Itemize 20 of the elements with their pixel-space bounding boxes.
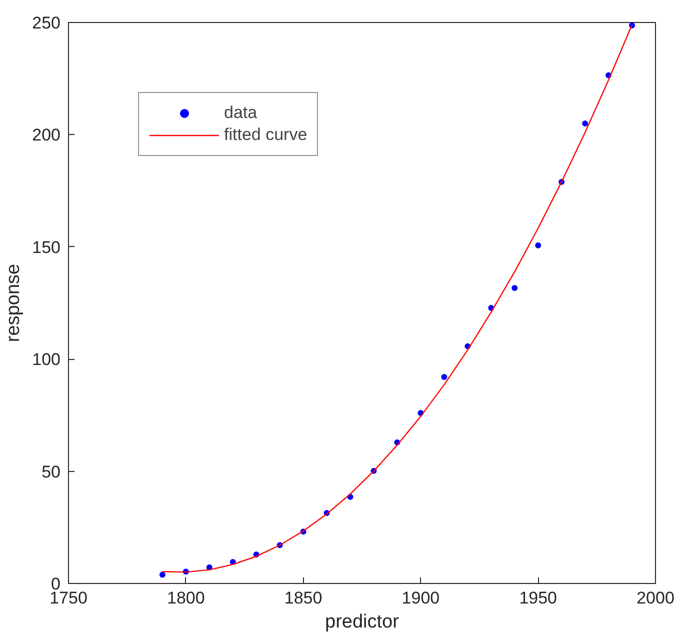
x-tick-label: 1950 <box>519 588 558 608</box>
y-axis-title: response <box>3 264 24 342</box>
point <box>535 242 542 248</box>
y-tick-label: 250 <box>32 14 61 32</box>
x-tick-label: 1750 <box>50 588 88 608</box>
y-tick-label: 100 <box>32 350 61 370</box>
x-axis-title: predictor <box>325 612 400 632</box>
legend-label: data <box>224 103 258 123</box>
x-tick-label: 1900 <box>402 588 440 608</box>
point <box>512 284 518 291</box>
y-tick-label: 50 <box>42 462 61 482</box>
point <box>441 374 448 380</box>
y-tick-label: 200 <box>32 126 61 145</box>
x-tick-label: 2000 <box>636 588 674 608</box>
x-tick-label: 1850 <box>284 588 322 608</box>
y-tick-label: 150 <box>32 238 61 257</box>
legend-label: fitted curve <box>224 125 308 145</box>
x-tick-label: 1800 <box>166 588 205 608</box>
point <box>159 572 166 578</box>
point <box>582 120 588 126</box>
